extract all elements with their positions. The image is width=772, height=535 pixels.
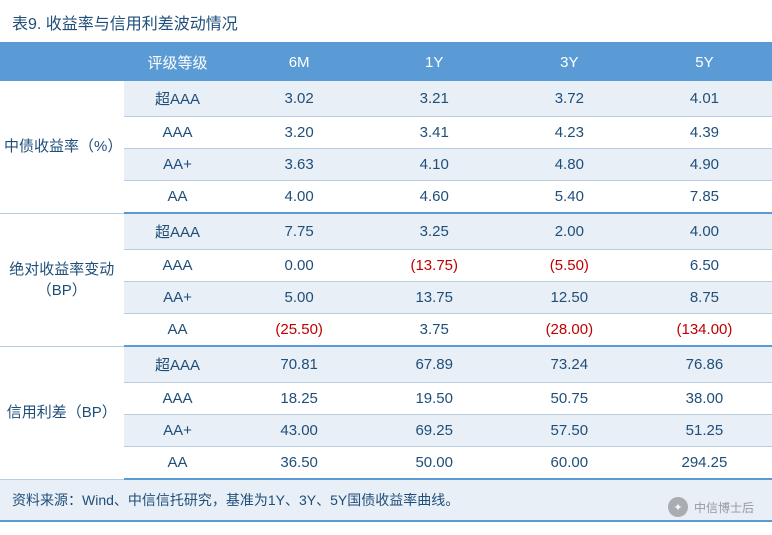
rating-cell: 超AAA [124,81,232,117]
rating-cell: AAA [124,250,232,282]
value-cell: 51.25 [637,415,772,447]
value-cell: 12.50 [502,282,637,314]
value-cell: 70.81 [232,346,367,383]
value-cell: 3.25 [367,213,502,250]
value-cell: (28.00) [502,314,637,347]
rating-cell: AA [124,447,232,480]
value-cell: 4.39 [637,117,772,149]
value-cell: 67.89 [367,346,502,383]
header-blank [0,44,124,81]
value-cell: 4.80 [502,149,637,181]
value-cell: 50.75 [502,383,637,415]
value-cell: 4.00 [637,213,772,250]
yield-spread-table: 评级等级 6M 1Y 3Y 5Y 中债收益率（%）超AAA3.023.213.7… [0,44,772,480]
rating-cell: 超AAA [124,346,232,383]
value-cell: 36.50 [232,447,367,480]
rating-cell: AA [124,181,232,214]
value-cell: 4.60 [367,181,502,214]
value-cell: (25.50) [232,314,367,347]
value-cell: 5.00 [232,282,367,314]
value-cell: 3.02 [232,81,367,117]
value-cell: 76.86 [637,346,772,383]
header-1y: 1Y [367,44,502,81]
table-row: 中债收益率（%）超AAA3.023.213.724.01 [0,81,772,117]
value-cell: 4.10 [367,149,502,181]
value-cell: 7.75 [232,213,367,250]
value-cell: 0.00 [232,250,367,282]
value-cell: 69.25 [367,415,502,447]
value-cell: 4.01 [637,81,772,117]
table-header-row: 评级等级 6M 1Y 3Y 5Y [0,44,772,81]
rating-cell: AAA [124,117,232,149]
value-cell: 4.90 [637,149,772,181]
value-cell: 43.00 [232,415,367,447]
value-cell: 57.50 [502,415,637,447]
rating-cell: AA+ [124,415,232,447]
rating-cell: AAA [124,383,232,415]
value-cell: 3.41 [367,117,502,149]
value-cell: 50.00 [367,447,502,480]
value-cell: 4.23 [502,117,637,149]
value-cell: 18.25 [232,383,367,415]
watermark-text: 中信博士后 [694,499,754,516]
value-cell: 73.24 [502,346,637,383]
value-cell: 3.75 [367,314,502,347]
watermark: ✦ 中信博士后 [668,497,754,517]
value-cell: 38.00 [637,383,772,415]
wechat-icon: ✦ [668,497,688,517]
value-cell: 13.75 [367,282,502,314]
section-label: 绝对收益率变动（BP） [0,213,124,346]
rating-cell: AA+ [124,282,232,314]
value-cell: 5.40 [502,181,637,214]
value-cell: 2.00 [502,213,637,250]
value-cell: 3.72 [502,81,637,117]
value-cell: (5.50) [502,250,637,282]
value-cell: 3.63 [232,149,367,181]
value-cell: 60.00 [502,447,637,480]
value-cell: (13.75) [367,250,502,282]
value-cell: (134.00) [637,314,772,347]
table-row: 绝对收益率变动（BP）超AAA7.753.252.004.00 [0,213,772,250]
rating-cell: 超AAA [124,213,232,250]
header-5y: 5Y [637,44,772,81]
value-cell: 19.50 [367,383,502,415]
value-cell: 3.21 [367,81,502,117]
value-cell: 7.85 [637,181,772,214]
header-3y: 3Y [502,44,637,81]
rating-cell: AA+ [124,149,232,181]
section-label: 中债收益率（%） [0,81,124,213]
rating-cell: AA [124,314,232,347]
value-cell: 294.25 [637,447,772,480]
table-row: 信用利差（BP）超AAA70.8167.8973.2476.86 [0,346,772,383]
value-cell: 4.00 [232,181,367,214]
value-cell: 6.50 [637,250,772,282]
header-6m: 6M [232,44,367,81]
table-body: 中债收益率（%）超AAA3.023.213.724.01AAA3.203.414… [0,81,772,479]
value-cell: 3.20 [232,117,367,149]
value-cell: 8.75 [637,282,772,314]
section-label: 信用利差（BP） [0,346,124,479]
header-rating: 评级等级 [124,44,232,81]
source-note: 资料来源：Wind、中信信托研究，基准为1Y、3Y、5Y国债收益率曲线。 [0,480,772,522]
table-title: 表9. 收益率与信用利差波动情况 [0,0,772,44]
